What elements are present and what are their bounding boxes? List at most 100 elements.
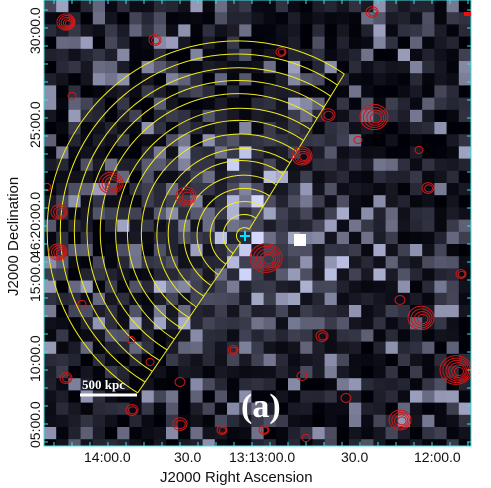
- image-pixel: [214, 353, 228, 367]
- image-pixel: [275, 24, 289, 37]
- image-pixel: [141, 12, 155, 25]
- image-pixel: [92, 0, 106, 13]
- image-pixel: [141, 207, 155, 220]
- image-pixel: [336, 268, 350, 281]
- image-pixel: [117, 390, 130, 403]
- image-pixel: [227, 231, 240, 245]
- image-pixel: [92, 366, 106, 379]
- image-pixel: [324, 85, 338, 98]
- image-pixel: [324, 414, 338, 428]
- image-pixel: [275, 414, 289, 428]
- image-pixel: [312, 85, 325, 98]
- image-pixel: [422, 402, 435, 416]
- image-pixel: [275, 268, 289, 281]
- image-pixel: [251, 353, 264, 367]
- image-pixel: [68, 85, 81, 98]
- image-pixel: [336, 317, 350, 330]
- image-pixel: [202, 231, 216, 245]
- image-pixel: [263, 366, 277, 379]
- image-pixel: [385, 109, 399, 123]
- image-pixel: [312, 439, 325, 446]
- image-pixel: [105, 244, 118, 257]
- image-pixel: [92, 36, 106, 50]
- image-pixel: [397, 378, 411, 391]
- image-pixel: [373, 0, 386, 13]
- image-pixel: [361, 85, 374, 98]
- image-pixel: [434, 353, 447, 367]
- image-pixel: [178, 170, 191, 184]
- image-pixel: [178, 207, 191, 220]
- image-pixel: [397, 48, 411, 62]
- image-pixel: [263, 390, 277, 403]
- image-pixel: [397, 231, 411, 245]
- image-pixel: [178, 268, 191, 281]
- image-pixel: [361, 353, 374, 367]
- image-pixel: [324, 256, 338, 269]
- image-pixel: [239, 439, 252, 446]
- image-pixel: [44, 122, 57, 135]
- image-pixel: [361, 390, 374, 403]
- image-pixel: [410, 109, 423, 123]
- image-pixel: [385, 244, 399, 257]
- image-pixel: [239, 109, 252, 123]
- image-pixel: [251, 12, 264, 25]
- image-pixel: [385, 195, 399, 208]
- image-pixel: [275, 12, 289, 25]
- image-pixel: [422, 292, 435, 306]
- image-pixel: [44, 170, 57, 184]
- image-pixel: [373, 134, 386, 147]
- image-pixel: [263, 414, 277, 428]
- image-pixel: [117, 439, 130, 446]
- y-axis-label: J2000 Declination: [5, 177, 22, 296]
- image-pixel: [80, 268, 94, 281]
- image-pixel: [227, 0, 240, 13]
- image-pixel: [202, 134, 216, 147]
- image-pixel: [373, 402, 386, 416]
- image-pixel: [153, 122, 167, 135]
- image-pixel: [251, 36, 264, 50]
- contour-line: [58, 14, 75, 30]
- image-pixel: [446, 268, 460, 281]
- image-pixel: [190, 244, 203, 257]
- image-pixel: [251, 402, 264, 416]
- image-pixel: [239, 85, 252, 98]
- contour-line: [262, 253, 275, 265]
- image-pixel: [80, 207, 94, 220]
- image-pixel: [434, 36, 447, 50]
- image-pixel: [44, 73, 57, 86]
- image-pixel: [324, 36, 338, 50]
- image-pixel: [288, 0, 301, 13]
- image-pixel: [190, 158, 203, 172]
- image-pixel: [324, 439, 338, 446]
- image-pixel: [214, 85, 228, 98]
- image-pixel: [68, 341, 81, 355]
- image-pixel: [397, 317, 411, 330]
- image-pixel: [141, 170, 155, 184]
- image-pixel: [275, 134, 289, 147]
- image-pixel: [105, 109, 118, 123]
- contour-line: [62, 374, 72, 383]
- contour-line: [59, 372, 73, 384]
- image-pixel: [300, 195, 313, 208]
- image-pixel: [166, 61, 179, 74]
- image-pixel: [178, 36, 191, 50]
- image-pixel: [190, 183, 203, 196]
- image-pixel: [68, 427, 81, 440]
- image-pixel: [434, 390, 447, 403]
- image-pixel: [202, 390, 216, 403]
- image-pixel: [458, 146, 471, 159]
- image-pixel: [153, 256, 167, 269]
- image-pixel: [410, 48, 423, 62]
- image-pixel: [117, 219, 130, 233]
- image-pixel: [288, 256, 301, 269]
- image-pixel: [251, 0, 264, 13]
- image-pixel: [275, 353, 289, 367]
- image-pixel: [141, 353, 155, 367]
- image-pixel: [56, 317, 69, 330]
- image-pixel: [324, 427, 338, 440]
- contour-line: [296, 371, 308, 381]
- image-pixel: [385, 122, 399, 135]
- image-pixel: [336, 402, 350, 416]
- image-pixel: [166, 0, 179, 13]
- image-pixel: [385, 427, 399, 440]
